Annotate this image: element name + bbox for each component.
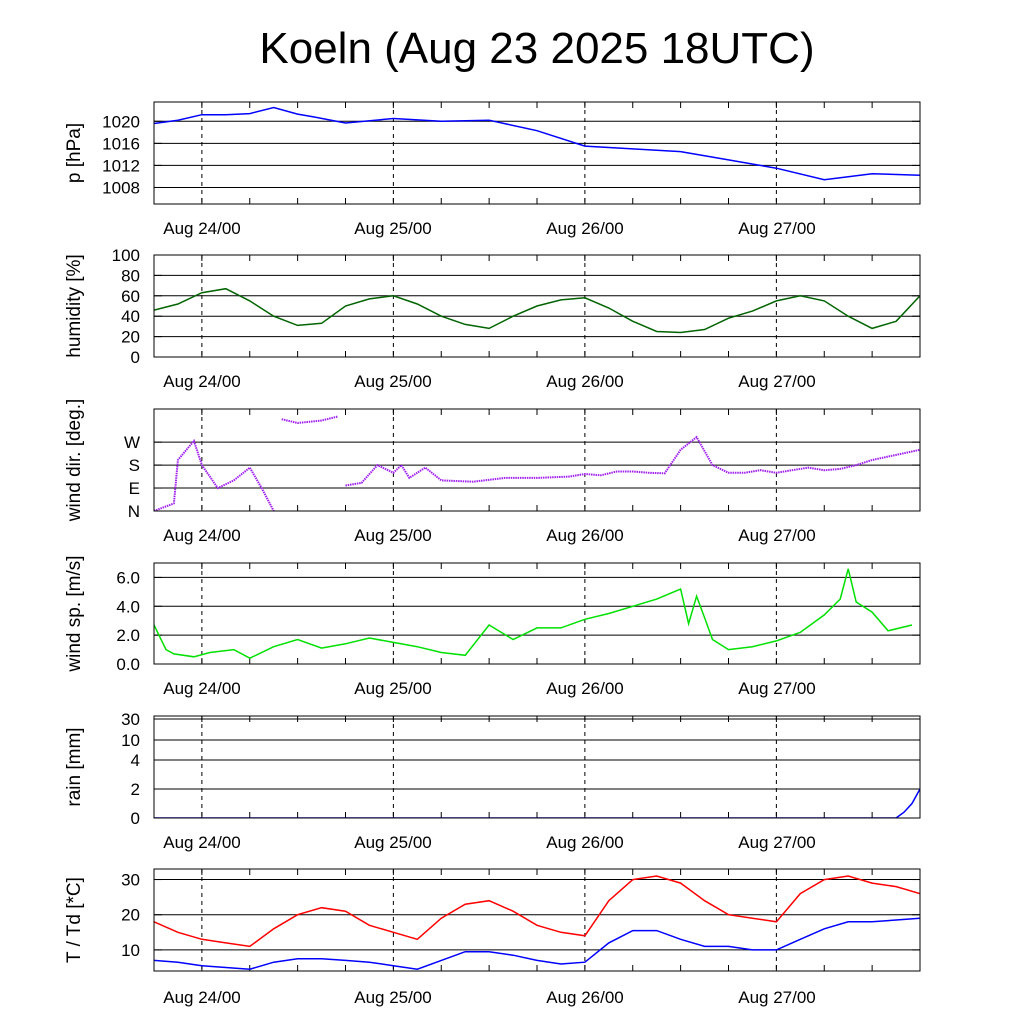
series-line-wind-direction bbox=[154, 438, 275, 511]
y-tick-label: 40 bbox=[121, 307, 140, 326]
panel-frame bbox=[153, 101, 921, 205]
y-tick-label: 10 bbox=[121, 731, 140, 750]
panel-frame bbox=[153, 408, 921, 512]
x-tick-label: Aug 26/00 bbox=[546, 526, 624, 545]
x-tick-label: Aug 24/00 bbox=[163, 372, 241, 391]
y-tick-label: 1012 bbox=[102, 156, 140, 175]
x-tick-label: Aug 24/00 bbox=[163, 833, 241, 852]
panel-frame bbox=[153, 562, 921, 665]
series-line-wind-direction bbox=[345, 435, 920, 487]
y-tick-label: 10 bbox=[121, 941, 140, 960]
x-tick-label: Aug 26/00 bbox=[546, 679, 624, 698]
y-tick-label: 100 bbox=[112, 246, 140, 265]
x-tick-label: Aug 26/00 bbox=[546, 219, 624, 238]
panel-1: 1008 1012 1016 1020 p [hPa] Aug 24/00 Aug 25/0… bbox=[64, 101, 921, 238]
x-tick-label: Aug 25/00 bbox=[354, 988, 432, 1007]
y-tick-label: 60 bbox=[121, 287, 140, 306]
y-tick-label: 20 bbox=[121, 328, 140, 347]
x-tick-label: Aug 27/00 bbox=[738, 219, 816, 238]
y-tick-label: 30 bbox=[121, 710, 140, 729]
x-tick-label: Aug 27/00 bbox=[738, 988, 816, 1007]
y-tick-label: 30 bbox=[121, 871, 140, 890]
y-tick-label: 1008 bbox=[102, 178, 140, 197]
series-line-rain bbox=[154, 788, 920, 818]
y-tick-label: 1016 bbox=[102, 134, 140, 153]
y-axis-label: wind dir. [deg.] bbox=[64, 399, 85, 523]
y-tick-label: 0 bbox=[131, 809, 140, 828]
series-line-wind-speed bbox=[154, 568, 913, 660]
x-tick-label: Aug 24/00 bbox=[163, 679, 241, 698]
x-tick-label: Aug 25/00 bbox=[354, 372, 432, 391]
panel-4: 0.0 2.0 4.0 6.0 wind sp. [m/s] Aug 24/00 Aug 2… bbox=[64, 555, 921, 698]
y-tick-label: 4.0 bbox=[116, 597, 140, 616]
y-axis-label: humidity [%] bbox=[64, 254, 85, 357]
y-tick-label: 2 bbox=[131, 780, 140, 799]
y-tick-label: 6.0 bbox=[116, 568, 140, 587]
chart-title: Koeln (Aug 23 2025 18UTC) bbox=[259, 24, 815, 73]
series-line-humidity bbox=[154, 287, 920, 334]
x-tick-label: Aug 27/00 bbox=[738, 833, 816, 852]
x-tick-label: Aug 25/00 bbox=[354, 219, 432, 238]
x-tick-label: Aug 27/00 bbox=[738, 372, 816, 391]
x-tick-label: Aug 27/00 bbox=[738, 526, 816, 545]
y-axis-label: p [hPa] bbox=[64, 123, 85, 183]
y-tick-label: N bbox=[128, 502, 140, 521]
x-tick-label: Aug 24/00 bbox=[163, 219, 241, 238]
x-tick-label: Aug 26/00 bbox=[546, 988, 624, 1007]
x-tick-label: Aug 24/00 bbox=[163, 988, 241, 1007]
series-line-Td bbox=[154, 917, 920, 970]
x-tick-label: Aug 25/00 bbox=[354, 526, 432, 545]
y-tick-label: 80 bbox=[121, 266, 140, 285]
x-tick-label: Aug 24/00 bbox=[163, 526, 241, 545]
y-axis-label: wind sp. [m/s] bbox=[64, 555, 85, 672]
x-tick-label: Aug 26/00 bbox=[546, 372, 624, 391]
y-tick-label: 20 bbox=[121, 906, 140, 925]
series-line-pressure bbox=[154, 106, 920, 181]
y-tick-label: 2.0 bbox=[116, 626, 140, 645]
x-tick-label: Aug 25/00 bbox=[354, 833, 432, 852]
y-tick-label: 0 bbox=[131, 348, 140, 367]
y-tick-label: 1020 bbox=[102, 112, 140, 131]
x-tick-label: Aug 26/00 bbox=[546, 833, 624, 852]
panel-5: 0 2 410 30 rain [mm] Aug 24/00 Aug 25/00 Aug 26… bbox=[64, 710, 921, 852]
y-tick-label: 4 bbox=[131, 751, 140, 770]
panel-frame bbox=[153, 254, 921, 358]
y-tick-label: S bbox=[129, 456, 140, 475]
x-tick-label: Aug 27/00 bbox=[738, 679, 816, 698]
y-axis-label: T / Td [*C] bbox=[64, 877, 85, 963]
panel-frame bbox=[153, 868, 921, 972]
y-tick-label: W bbox=[124, 433, 140, 452]
series-line-wind-direction bbox=[281, 415, 338, 425]
y-tick-label: E bbox=[129, 479, 140, 498]
panel-frame bbox=[153, 715, 921, 819]
y-tick-label: 0.0 bbox=[116, 655, 140, 674]
series-line-T bbox=[154, 875, 920, 948]
x-tick-label: Aug 25/00 bbox=[354, 679, 432, 698]
y-axis-label: rain [mm] bbox=[64, 727, 85, 806]
panel-6: 10 20 30 T / Td [*C] Aug 24/00 Aug 25/00 Aug 2… bbox=[64, 868, 921, 1007]
